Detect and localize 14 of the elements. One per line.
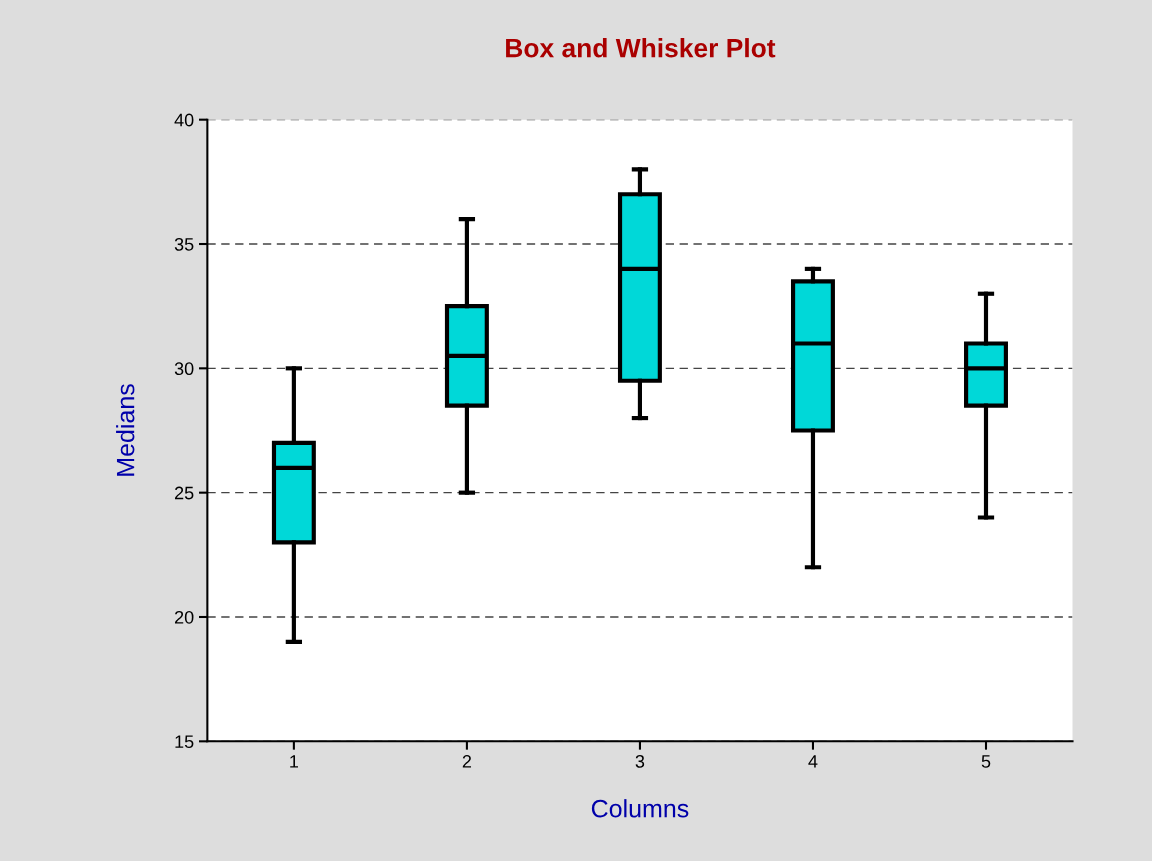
x-tick-label: 2 [462, 754, 472, 768]
y-axis-title: Medians [116, 384, 135, 476]
chart-title: Box and Whisker Plot [506, 38, 776, 58]
y-tick-label: 30 [174, 362, 194, 376]
y-tick-label: 25 [174, 486, 194, 500]
y-tick-label: 20 [174, 610, 194, 624]
y-tick-label: 35 [174, 237, 194, 251]
y-tick-label: 40 [174, 113, 194, 127]
x-axis-title: Columns [591, 799, 689, 818]
x-tick-label: 1 [290, 755, 299, 768]
x-tick-label: 3 [635, 754, 645, 768]
x-tick-label: 4 [808, 755, 818, 768]
x-tick-label: 5 [981, 755, 991, 768]
y-tick-label: 15 [175, 735, 194, 749]
